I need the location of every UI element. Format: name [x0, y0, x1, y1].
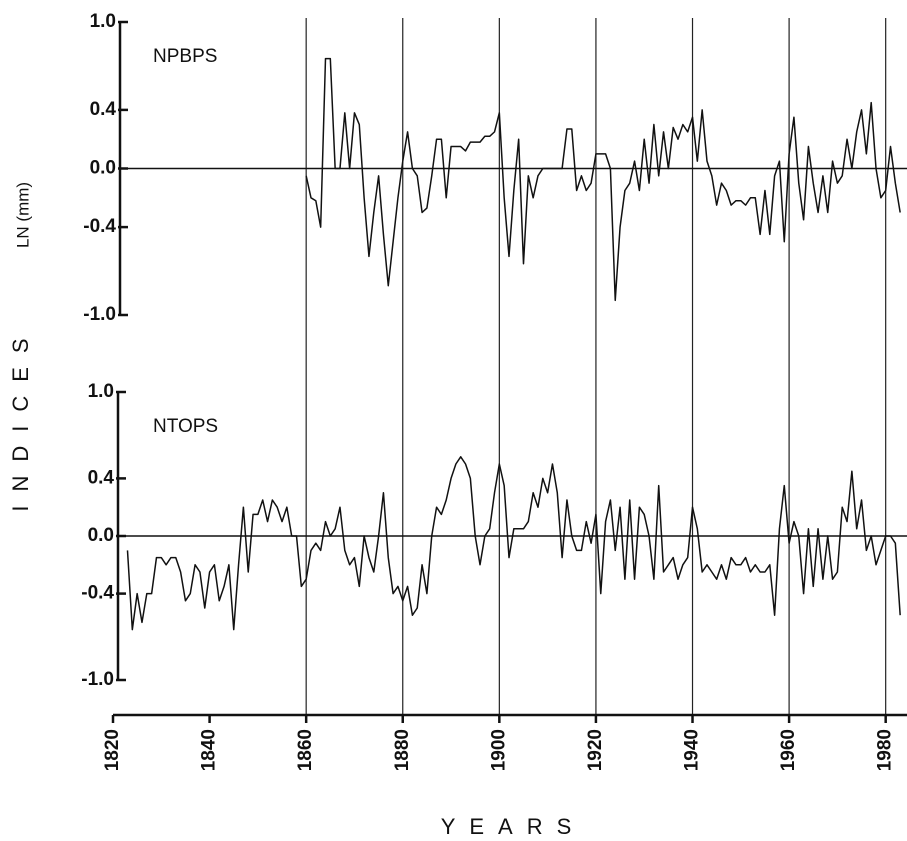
- y-tick-label: -0.4: [83, 216, 116, 237]
- panel-label: NPBPS: [153, 46, 217, 67]
- x-axis-title: YEARS: [441, 814, 586, 839]
- x-tick-label: 1940: [682, 729, 703, 771]
- y-tick-label: -1.0: [81, 669, 114, 690]
- x-tick-label: 1840: [199, 729, 220, 771]
- data-line: [305, 57, 901, 302]
- x-tick-label: 1860: [295, 729, 316, 771]
- x-tick-label: 1980: [875, 729, 896, 771]
- y-tick-label: 0.4: [90, 99, 117, 120]
- x-tick-label: 1900: [488, 729, 509, 771]
- y-tick-label: 0.0: [90, 158, 116, 179]
- y-tick-label: 1.0: [88, 381, 114, 402]
- x-tick-label: 1960: [778, 729, 799, 771]
- x-tick-label: 1820: [102, 729, 123, 771]
- x-tick-label: 1880: [392, 729, 413, 771]
- y-tick-label: 0.4: [88, 467, 115, 488]
- x-tick-label: 1920: [585, 729, 606, 771]
- y-tick-label: 0.0: [88, 525, 114, 546]
- y-axis-unit-title: LN (mm): [13, 182, 32, 248]
- panel-label: NTOPS: [153, 416, 218, 437]
- y-tick-label: -1.0: [83, 304, 116, 325]
- y-axis-title: INDICES: [8, 324, 33, 511]
- y-tick-label: 1.0: [90, 11, 116, 32]
- y-tick-label: -0.4: [81, 583, 114, 604]
- data-line: [126, 456, 901, 631]
